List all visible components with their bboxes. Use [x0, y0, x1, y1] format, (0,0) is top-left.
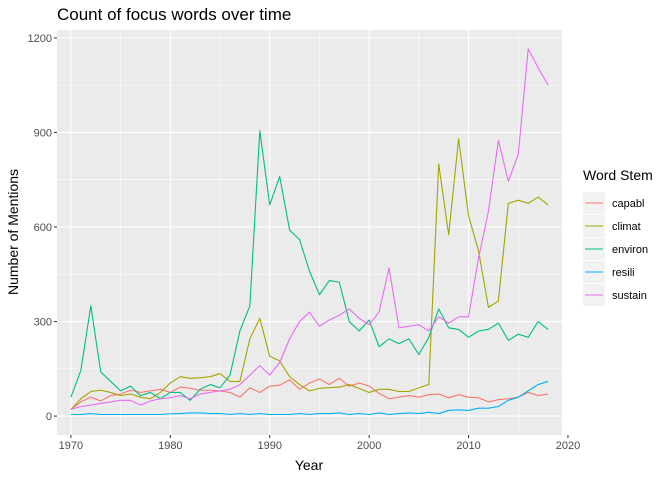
- legend-label-environ: environ: [612, 244, 648, 256]
- plot-panel: [57, 30, 562, 435]
- legend-title: Word Stem: [583, 167, 653, 183]
- gridlines: [57, 30, 569, 435]
- x-axis: 1970 1980 1990 2000 2010 2020: [59, 435, 580, 452]
- y-tick-label: 300: [34, 317, 52, 329]
- x-tick-label: 2010: [456, 440, 480, 452]
- series-line-environ: [70, 130, 549, 401]
- y-axis: 0 300 600 900 1200: [28, 33, 57, 423]
- x-axis-title: Year: [295, 457, 324, 473]
- series-lines: [70, 48, 549, 416]
- y-axis-title: Number of Mentions: [5, 169, 21, 295]
- series-line-sustain: [70, 48, 549, 410]
- x-tick-label: 2020: [556, 440, 580, 452]
- x-tick-label: 1980: [158, 440, 182, 452]
- y-tick-label: 900: [34, 127, 52, 139]
- x-tick-label: 2000: [357, 440, 381, 452]
- y-tick-label: 0: [46, 411, 52, 423]
- y-tick-label: 1200: [28, 33, 52, 45]
- legend-label-capabl: capabl: [612, 198, 644, 210]
- legend-label-resili: resili: [612, 267, 635, 279]
- chart-title: Count of focus words over time: [57, 5, 291, 24]
- series-line-capabl: [70, 377, 549, 410]
- y-tick-label: 600: [34, 222, 52, 234]
- x-tick-label: 1970: [59, 440, 83, 452]
- legend-label-sustain: sustain: [612, 290, 647, 302]
- series-line-resili: [70, 380, 549, 416]
- series-line-climat: [70, 138, 549, 411]
- legend: Word Stem capabl climat environ resili susta…: [583, 167, 653, 306]
- legend-label-climat: climat: [612, 221, 641, 233]
- x-tick-label: 1990: [257, 440, 281, 452]
